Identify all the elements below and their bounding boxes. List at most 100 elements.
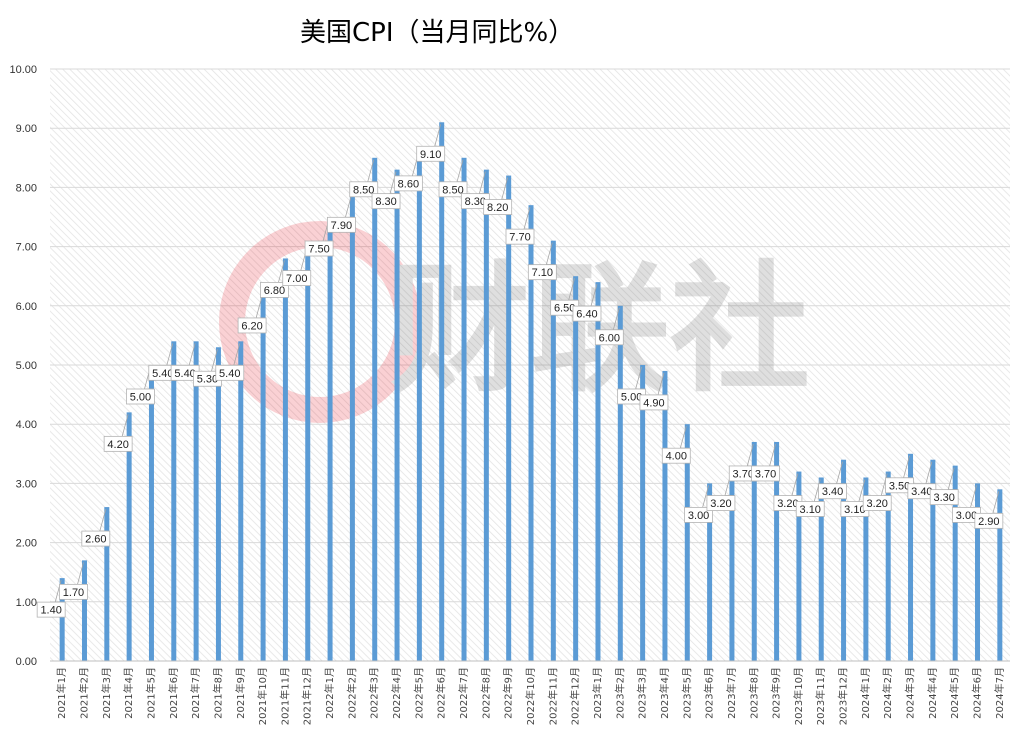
x-tick-label: 2021年8月 [211,667,224,719]
data-label-text: 7.90 [331,220,352,232]
bar [863,477,869,661]
x-axis-ticks: 2021年1月 2021年2月 2021年3月 2021年4月 2021年5月 2021年… [55,667,1006,725]
data-label: 8.20 [483,177,513,215]
data-label-box [818,483,847,500]
bar [372,157,378,662]
x-tick-label: 2024年4月 [926,667,939,719]
data-label-text: 2.60 [85,534,106,546]
bar [662,370,668,661]
data-label-box [438,181,468,198]
data-label-text: 5.40 [219,368,240,380]
data-label-text: 6.50 [554,303,575,315]
data-label-box [684,506,714,523]
y-tick-label: 9.00 [16,123,37,135]
y-tick-label: 0.00 [16,656,37,668]
data-label: 3.00 [952,485,981,523]
y-tick-label: 2.00 [16,538,37,550]
data-label-text: 3.40 [822,486,843,498]
data-label-text: 3.30 [933,492,954,504]
data-label: 9.10 [416,124,446,162]
x-tick-label: 2023年2月 [613,667,626,719]
data-label: 3.10 [795,479,825,517]
y-tick-label: 10.00 [9,64,37,76]
data-label: 3.70 [751,443,780,482]
x-tick-label: 2022年10月 [524,667,537,725]
y-tick-label: 1.00 [16,597,37,609]
data-label-box [215,364,245,381]
data-label-box [929,489,959,506]
bar [282,258,288,661]
data-label: 4.00 [661,426,691,464]
bar [528,205,534,661]
data-label-box [483,199,513,215]
bar [439,122,445,661]
x-tick-label: 2021年4月 [122,667,135,719]
bar [126,412,132,661]
bar [416,151,422,661]
y-axis-ticks: 0.00 1.00 2.00 3.00 4.00 5.00 6.00 7.00 8.00 9.00… [9,64,37,668]
data-label: 5.00 [617,366,647,405]
data-label: 3.20 [773,473,803,511]
data-label-text: 3.50 [889,480,910,492]
bar [260,293,266,661]
bar [238,341,244,661]
x-tick-label: 2022年3月 [368,667,381,719]
bar [908,453,914,661]
data-label-box [572,305,602,322]
bar [193,341,199,661]
data-label-text: 3.70 [755,468,776,480]
data-label: 2.60 [81,508,111,547]
x-tick-label: 2023年6月 [703,667,716,719]
x-tick-label: 2024年3月 [904,667,917,719]
y-tick-label: 5.00 [16,360,37,372]
x-tick-label: 2023年5月 [680,667,693,719]
y-tick-label: 3.00 [16,478,37,490]
data-label-box [59,583,88,600]
data-label-text: 5.40 [174,368,195,380]
data-label-text: 1.70 [63,587,84,599]
data-label-text: 3.10 [800,504,821,516]
bar [774,441,780,661]
data-label-text: 6.40 [576,309,597,321]
data-label: 2.90 [974,491,1004,529]
data-label: 5.30 [193,349,222,387]
x-tick-label: 2022年4月 [390,667,403,719]
x-tick-label: 2024年1月 [859,667,872,719]
x-tick-label: 2021年5月 [144,667,157,719]
x-tick-label: 2021年7月 [189,667,202,719]
x-tick-label: 2023年11月 [814,667,827,725]
x-tick-label: 2022年1月 [323,667,336,719]
data-label: 4.20 [103,414,133,452]
data-label-text: 5.00 [621,392,642,404]
bar [818,477,824,661]
data-label-text: 6.80 [264,285,285,297]
data-label-box [349,181,379,198]
data-label: 6.80 [260,260,289,298]
x-tick-label: 2023年3月 [636,667,649,719]
data-label: 6.50 [550,278,580,316]
data-label-text: 7.70 [509,232,530,244]
data-label-text: 7.10 [532,267,553,279]
x-tick-label: 2024年2月 [881,667,894,719]
data-label-box [36,601,66,618]
x-tick-label: 2021年3月 [100,667,113,719]
data-label-box [505,228,535,245]
data-label: 7.90 [326,195,356,233]
chart-title: 美国CPI（当月同比%） [300,18,574,48]
bars [59,122,1003,662]
bar [729,471,735,661]
x-tick-label: 2024年5月 [948,667,961,719]
x-tick-label: 2023年9月 [770,667,783,719]
data-label: 7.10 [527,242,557,281]
x-tick-label: 2022年6月 [435,667,448,719]
bar [975,483,981,661]
data-label: 3.10 [840,479,870,517]
data-label-box [282,270,312,287]
data-label: 4.90 [639,372,669,411]
data-label-text: 6.00 [599,332,620,344]
x-tick-label: 2022年5月 [412,667,425,719]
data-label-text: 7.00 [286,273,307,285]
data-label-text: 3.00 [688,510,709,522]
x-tick-label: 2023年10月 [792,667,805,725]
data-label-box [371,193,401,210]
